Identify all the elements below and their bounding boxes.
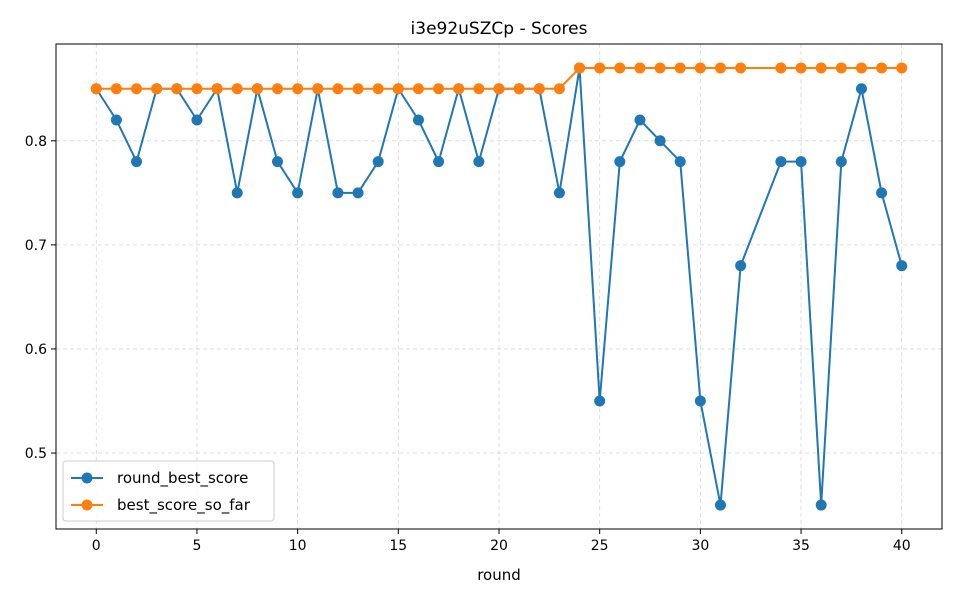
data-point <box>735 260 747 272</box>
x-axis: 0 5 10 15 20 25 30 35 40 <box>92 529 911 554</box>
series-line <box>95 66 903 507</box>
y-tick-label: 0.6 <box>25 342 47 358</box>
data-point <box>835 62 847 74</box>
data-point <box>896 62 908 74</box>
data-point <box>795 62 807 74</box>
data-point <box>332 83 344 95</box>
data-point <box>312 83 324 95</box>
data-point <box>674 156 686 168</box>
x-axis-label: round <box>477 566 521 584</box>
data-point <box>654 135 666 147</box>
x-tick-label: 20 <box>490 538 508 554</box>
data-point <box>614 156 626 168</box>
legend-label-round-best-score: round_best_score <box>117 469 248 488</box>
x-tick-label: 0 <box>92 538 101 554</box>
data-point <box>433 156 445 168</box>
data-point <box>332 187 344 199</box>
x-tick-label: 40 <box>893 538 911 554</box>
legend-marker-best-score-so-far <box>81 499 93 511</box>
data-point <box>110 83 122 95</box>
data-point <box>151 83 163 95</box>
data-point <box>896 260 908 272</box>
data-point <box>594 395 606 407</box>
data-point <box>412 114 424 126</box>
data-point <box>533 83 545 95</box>
data-point <box>775 62 787 74</box>
y-tick-label: 0.8 <box>25 134 47 150</box>
legend-marker-round-best-score <box>81 472 93 484</box>
y-tick-label: 0.5 <box>25 446 47 462</box>
data-point <box>90 83 102 95</box>
data-point <box>131 83 143 95</box>
data-point <box>634 62 646 74</box>
x-tick-label: 10 <box>289 538 307 554</box>
data-point <box>171 83 183 95</box>
series-layer <box>90 62 908 511</box>
data-point <box>654 62 666 74</box>
data-point <box>553 187 565 199</box>
data-point <box>513 83 525 95</box>
chart-title: i3e92uSZCp - Scores <box>411 19 588 39</box>
legend-label-best-score-so-far: best_score_so_far <box>117 496 251 515</box>
data-point <box>372 83 384 95</box>
data-point <box>272 83 283 95</box>
data-point <box>594 62 606 74</box>
x-tick-label: 5 <box>192 538 201 554</box>
data-point <box>372 156 384 168</box>
data-point <box>352 187 364 199</box>
series-line <box>96 66 902 90</box>
data-point <box>231 187 243 199</box>
data-point <box>231 83 243 95</box>
x-tick-label: 30 <box>691 538 709 554</box>
data-point <box>131 156 143 168</box>
data-point <box>292 187 304 199</box>
data-point <box>694 62 706 74</box>
data-point <box>835 156 847 168</box>
x-tick-label: 35 <box>792 538 810 554</box>
data-point <box>715 499 726 511</box>
data-point <box>735 62 747 74</box>
data-point <box>191 83 203 95</box>
data-point <box>453 83 465 95</box>
data-point <box>412 83 424 95</box>
data-point <box>634 114 646 126</box>
data-point <box>392 83 404 95</box>
data-point <box>694 395 706 407</box>
data-point <box>574 62 586 74</box>
data-point <box>876 62 888 74</box>
series-best-score-so-far <box>90 62 908 95</box>
data-point <box>674 62 686 74</box>
data-point <box>191 114 203 126</box>
data-point <box>352 83 364 95</box>
data-point <box>815 62 827 74</box>
data-point <box>553 83 565 95</box>
data-point <box>433 83 445 95</box>
data-point <box>715 62 726 74</box>
data-point <box>473 156 485 168</box>
data-point <box>272 156 283 168</box>
data-point <box>775 156 787 168</box>
y-tick-label: 0.7 <box>25 238 47 254</box>
y-axis: 0.5 0.6 0.7 0.8 <box>25 134 56 462</box>
data-point <box>473 83 485 95</box>
data-point <box>110 114 122 126</box>
legend-box <box>62 460 275 522</box>
data-point <box>815 499 827 511</box>
legend: round_best_score best_score_so_far <box>62 460 275 522</box>
data-point <box>855 62 867 74</box>
x-tick-label: 15 <box>389 538 407 554</box>
data-point <box>251 83 263 95</box>
data-point <box>614 62 626 74</box>
data-point <box>493 83 505 95</box>
x-tick-label: 25 <box>591 538 609 554</box>
data-point <box>211 83 223 95</box>
grid-lines <box>56 44 942 529</box>
data-point <box>292 83 304 95</box>
data-point <box>855 83 867 95</box>
data-point <box>876 187 888 199</box>
data-point <box>795 156 807 168</box>
